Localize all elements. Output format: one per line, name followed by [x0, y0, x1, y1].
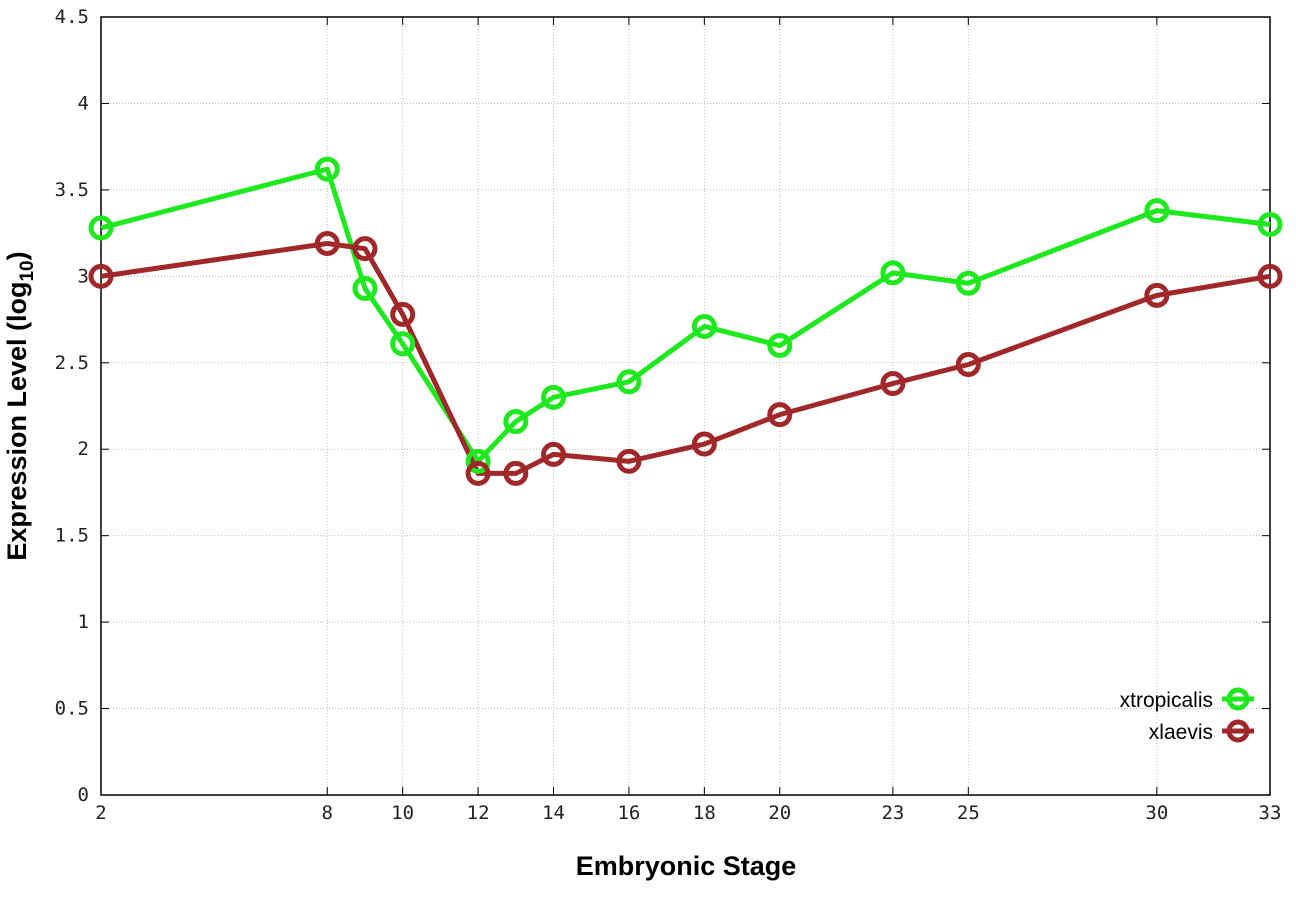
grid	[101, 17, 1270, 795]
y-axis-label-subscript: 10	[17, 260, 38, 281]
x-tick-label: 16	[617, 802, 640, 824]
data-point-xtropicalis	[1257, 211, 1283, 237]
y-tick-label: 2.5	[55, 352, 89, 374]
data-point-xlaevis	[390, 301, 416, 327]
axis-ticks: 0 0.5 1 1.5 2 2.5 3 3.5 4 4.5 2 8 10 12 14 16 18 20 23 25 30…	[55, 6, 1282, 824]
data-point-xlaevis	[88, 263, 114, 289]
y-tick-label: 4	[78, 92, 89, 114]
data-point-xtropicalis	[465, 448, 491, 474]
legend-marker-xtropicalis	[1226, 687, 1250, 711]
legend-marker-xlaevis	[1226, 719, 1250, 743]
y-axis-label-close: )	[2, 251, 32, 260]
data-point-xlaevis	[503, 460, 529, 486]
data-point-xtropicalis	[1144, 198, 1170, 224]
data-point-xtropicalis	[767, 332, 793, 358]
y-tick-label: 2	[78, 438, 89, 460]
data-point-xtropicalis	[503, 409, 529, 435]
data-point-xtropicalis	[541, 384, 567, 410]
data-point-xlaevis	[1144, 282, 1170, 308]
x-tick-label: 30	[1145, 802, 1168, 824]
series-layer	[88, 156, 1283, 486]
y-tick-label: 4.5	[55, 6, 89, 28]
data-point-xlaevis	[541, 441, 567, 467]
x-axis-label: Embryonic Stage	[576, 851, 797, 881]
data-point-xlaevis	[691, 431, 717, 457]
legend-label: xtropicalis	[1120, 689, 1213, 712]
data-point-xtropicalis	[352, 275, 378, 301]
data-point-xtropicalis	[955, 270, 981, 296]
x-tick-label: 2	[95, 802, 106, 824]
data-point-xlaevis	[352, 236, 378, 262]
x-tick-label: 18	[693, 802, 716, 824]
plot-frame	[100, 16, 1271, 796]
y-axis-label-main: Expression Level (log	[2, 282, 32, 561]
x-tick-label: 10	[391, 802, 414, 824]
data-point-xlaevis	[955, 352, 981, 378]
data-point-xlaevis	[767, 402, 793, 428]
x-tick-label: 23	[881, 802, 904, 824]
data-point-xtropicalis	[390, 331, 416, 357]
legend-label: xlaevis	[1149, 721, 1213, 744]
x-tick-label: 20	[768, 802, 791, 824]
data-point-xlaevis	[314, 230, 340, 256]
data-point-xtropicalis	[880, 260, 906, 286]
x-tick-label: 33	[1259, 802, 1282, 824]
data-point-xtropicalis	[691, 313, 717, 339]
data-point-xtropicalis	[616, 369, 642, 395]
data-point-xtropicalis	[314, 156, 340, 182]
y-tick-label: 1	[78, 611, 89, 633]
x-tick-label: 8	[322, 802, 333, 824]
data-point-xlaevis	[616, 448, 642, 474]
series-line-xtropicalis	[100, 166, 1271, 464]
data-point-xtropicalis	[88, 215, 114, 241]
y-axis-label: Expression Level (log10)	[2, 251, 38, 560]
x-tick-label: 14	[542, 802, 565, 824]
y-tick-label: 3.5	[55, 179, 89, 201]
y-tick-label: 0.5	[55, 698, 89, 720]
data-point-xlaevis	[1257, 263, 1283, 289]
y-tick-label: 3	[78, 265, 89, 287]
legend: xtropicalis xlaevis	[1120, 687, 1254, 744]
x-tick-label: 25	[957, 802, 980, 824]
data-point-xlaevis	[465, 460, 491, 486]
y-tick-label: 1.5	[55, 525, 89, 547]
y-tick-label: 0	[78, 784, 89, 806]
data-point-xlaevis	[880, 371, 906, 397]
x-tick-label: 12	[467, 802, 490, 824]
series-line-xlaevis	[100, 240, 1271, 476]
